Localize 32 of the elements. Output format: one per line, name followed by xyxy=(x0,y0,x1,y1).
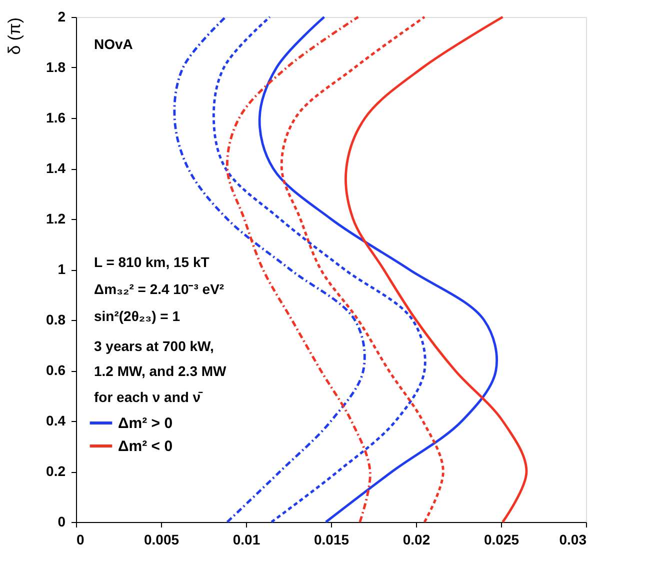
line-series xyxy=(226,16,372,524)
y-tick-label: 0.2 xyxy=(46,463,66,479)
y-tick-label: 2 xyxy=(58,8,66,24)
x-tick-label: 0.015 xyxy=(314,532,350,548)
x-tick-label: 0 xyxy=(76,532,84,548)
annotation: L = 810 km, 15 kT xyxy=(94,254,210,270)
y-tick-label: 1 xyxy=(58,261,66,277)
y-tick-label: 1.4 xyxy=(46,160,66,176)
line-series xyxy=(344,16,528,524)
x-tick-label: 0.01 xyxy=(232,532,260,548)
legend-label: Δm² < 0 xyxy=(118,438,173,455)
line-series xyxy=(280,16,444,524)
x-tick-label: 0.025 xyxy=(484,532,520,548)
x-tick-label: 0.005 xyxy=(144,532,180,548)
annotation: NOvA xyxy=(94,36,133,52)
annotation: 1.2 MW, and 2.3 MW xyxy=(94,363,228,379)
y-tick-label: 0 xyxy=(58,514,66,530)
y-tick-label: 0.4 xyxy=(46,412,66,428)
legend-label: Δm² > 0 xyxy=(118,415,173,432)
y-tick-label: 1.6 xyxy=(46,110,66,126)
annotation: for each ν and ν̄ xyxy=(94,389,204,405)
y-axis-title: δ (π) xyxy=(5,18,24,55)
annotation: sin²(2θ₂₃) = 1 xyxy=(94,308,180,324)
y-tick-label: 1.2 xyxy=(46,210,66,226)
annotation: 3 years at 700 kW, xyxy=(94,338,214,354)
annotation: Δm₃₂² = 2.4 10⁻³ eV² xyxy=(94,281,224,297)
x-tick-label: 0.02 xyxy=(402,532,430,548)
y-tick-label: 0.8 xyxy=(46,312,66,328)
y-tick-label: 0.6 xyxy=(46,362,66,378)
x-tick-label: 0.03 xyxy=(559,532,587,548)
line-series xyxy=(258,16,498,524)
y-tick-label: 1.8 xyxy=(46,59,66,75)
